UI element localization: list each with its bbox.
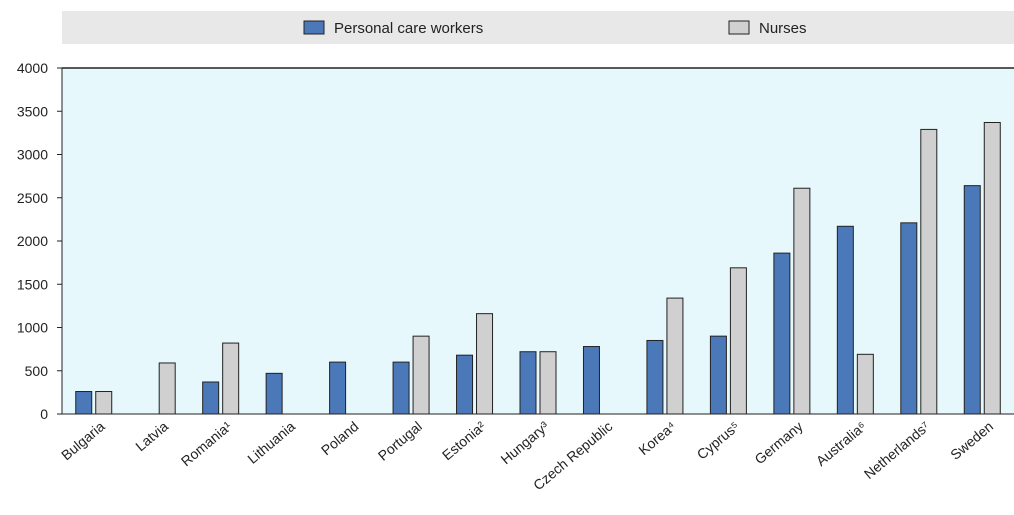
bar-personal-care-workers: [456, 354, 474, 415]
legend-label-personal-care-workers: Personal care workers: [334, 20, 483, 37]
x-category-label: Lithuania: [244, 418, 298, 467]
bar-nurses: [412, 335, 430, 415]
bar-nurses: [539, 351, 557, 415]
x-category-label: Germany: [751, 418, 805, 467]
bar-nurses: [666, 297, 684, 415]
x-category-label: Latvia: [132, 418, 171, 454]
y-tick-label: 500: [25, 363, 49, 379]
bar-nurses: [856, 353, 874, 415]
bar-nurses: [729, 267, 747, 415]
x-category-label: Bulgaria: [58, 418, 108, 463]
plot-area: [62, 68, 1014, 414]
x-category-label: Korea⁴: [635, 418, 679, 458]
x-category-label: Hungary³: [498, 418, 553, 467]
x-category-label: Portugal: [375, 418, 425, 464]
bar-nurses: [920, 128, 938, 415]
x-category-label: Romania¹: [178, 418, 235, 469]
bar-personal-care-workers: [709, 335, 727, 415]
x-category-label: Sweden: [947, 418, 996, 463]
y-tick-label: 1000: [17, 320, 48, 336]
legend-label-nurses: Nurses: [759, 20, 807, 37]
y-tick-label: 2000: [17, 233, 48, 249]
y-tick-label: 3000: [17, 147, 48, 163]
bar-nurses: [158, 362, 176, 415]
x-category-label: Cyprus⁵: [694, 418, 743, 462]
bar-personal-care-workers: [836, 225, 854, 415]
bar-personal-care-workers: [329, 361, 347, 415]
bar-personal-care-workers: [392, 361, 410, 415]
bar-personal-care-workers: [582, 346, 600, 415]
bar-nurses: [793, 187, 811, 415]
bar-nurses: [95, 391, 113, 415]
x-category-label: Australia⁶: [813, 418, 869, 469]
legend-swatch-personal-care-workers: [303, 20, 325, 35]
y-tick-label: 4000: [17, 60, 48, 76]
bar-nurses: [983, 121, 1001, 415]
x-category-label: Netherlands⁷: [861, 418, 933, 482]
bar-personal-care-workers: [773, 252, 791, 415]
x-category-label: Estonia²: [439, 418, 489, 463]
legend-swatch-nurses: [728, 20, 750, 35]
legend-box: [62, 11, 1014, 44]
bar-nurses: [476, 313, 494, 415]
y-tick-label: 0: [40, 406, 48, 422]
x-category-label: Poland: [318, 418, 362, 458]
y-tick-label: 1500: [17, 276, 48, 292]
y-tick-label: 3500: [17, 103, 48, 119]
y-tick-label: 2500: [17, 190, 48, 206]
bar-nurses: [222, 342, 240, 415]
bar-personal-care-workers: [900, 222, 918, 415]
bar-personal-care-workers: [519, 351, 537, 415]
bar-personal-care-workers: [265, 372, 283, 415]
bar-personal-care-workers: [646, 339, 664, 415]
bar-personal-care-workers: [202, 381, 220, 415]
bar-personal-care-workers: [963, 185, 981, 415]
bar-personal-care-workers: [75, 391, 93, 415]
